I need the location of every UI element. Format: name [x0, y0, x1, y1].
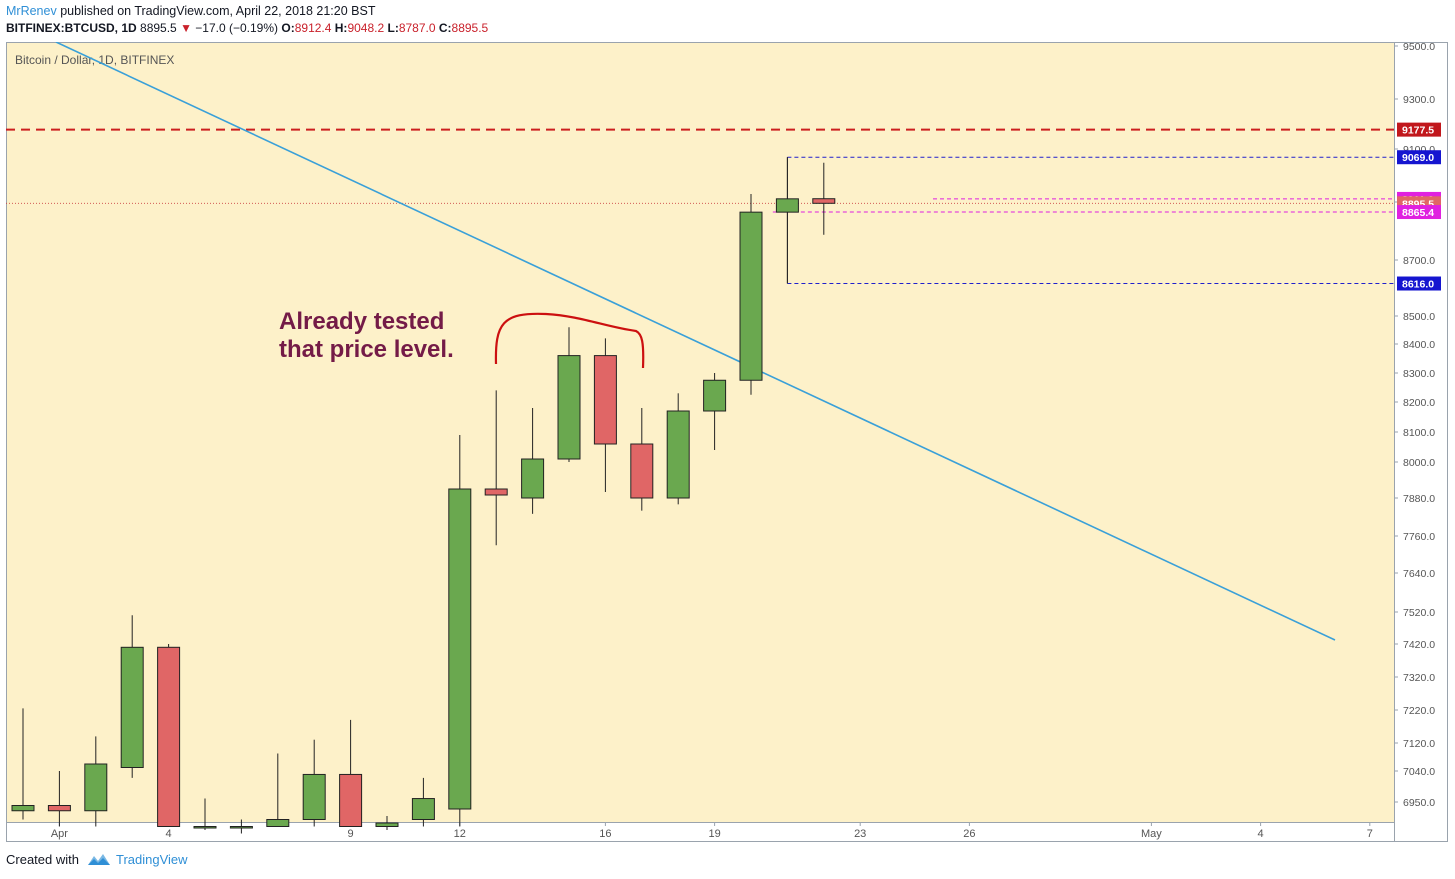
- y-tick-label: 9300.0: [1403, 94, 1435, 106]
- candle-body: [739, 211, 763, 381]
- magenta-low-price-tag-bg: [1397, 205, 1441, 220]
- candle-body: [557, 355, 581, 460]
- x-tick-label: 4: [166, 828, 172, 840]
- candle-body: [411, 798, 435, 820]
- range-low-price-tag-bg: [1397, 276, 1441, 291]
- y-tick-label: 7040.0: [1403, 766, 1435, 778]
- candle-body: [266, 819, 290, 827]
- candle-body: [302, 773, 326, 821]
- range-low-price-tag: 8616.0: [1402, 279, 1434, 291]
- price-change: −17.0 (−0.19%): [195, 21, 279, 35]
- y-tick-label: 8300.0: [1403, 368, 1435, 380]
- y-tick-label: 8200.0: [1403, 397, 1435, 409]
- published-text: published on TradingView.com, April 22, …: [60, 4, 376, 18]
- high-value: 9048.2: [347, 21, 385, 35]
- candlestick-chart[interactable]: Bitcoin / Dollar, 1D, BITFINEX9500.09300…: [6, 41, 1448, 842]
- y-tick-label: 7420.0: [1403, 639, 1435, 651]
- y-tick-label: 8700.0: [1403, 255, 1435, 267]
- time-axis-background: [6, 822, 1394, 842]
- candle-body: [630, 443, 654, 499]
- chart-header: MrRenev published on TradingView.com, Ap…: [6, 3, 1446, 37]
- close-value: 8895.5: [451, 21, 489, 35]
- symbol-label: BITFINEX:BTCUSD, 1D: [6, 21, 137, 35]
- y-tick-label: 8500.0: [1403, 311, 1435, 323]
- author-link[interactable]: MrRenev: [6, 4, 57, 18]
- candle-body: [812, 198, 836, 204]
- y-tick-label: 7520.0: [1403, 607, 1435, 619]
- y-tick-label: 7320.0: [1403, 672, 1435, 684]
- annotation-bracket: [494, 312, 645, 369]
- range-high-price-tag: 9069.0: [1402, 152, 1434, 164]
- high-label: H:: [334, 21, 348, 35]
- x-tick-label: 23: [854, 828, 866, 840]
- tradingview-brand: TradingView: [115, 852, 188, 867]
- candle-body: [375, 822, 399, 827]
- resistance-price-tag: 9177.5: [1402, 125, 1434, 137]
- candle-body: [703, 379, 727, 412]
- chart-area[interactable]: Bitcoin / Dollar, 1D, BITFINEX 9500.0 9300…: [6, 41, 1448, 847]
- y-tick-label: 7760.0: [1403, 531, 1435, 543]
- close-label: C:: [438, 21, 452, 35]
- price-axis-background: [1394, 42, 1448, 842]
- last-price: 8895.5: [140, 21, 177, 35]
- annotation-line-2: that price level.: [279, 336, 454, 363]
- down-arrow-icon: ▼: [180, 21, 192, 35]
- candle-body: [193, 826, 217, 829]
- y-tick-label: 9500.0: [1403, 42, 1435, 53]
- x-tick-label: 7: [1367, 828, 1373, 840]
- x-tick-label: Apr: [51, 828, 68, 840]
- y-tick-label: 8100.0: [1403, 427, 1435, 439]
- footer: Created with TradingView: [6, 852, 188, 867]
- tradingview-link[interactable]: TradingView: [87, 852, 188, 867]
- y-tick-label: 7120.0: [1403, 738, 1435, 750]
- y-tick-label: 7880.0: [1403, 493, 1435, 505]
- chart-border: [6, 42, 1448, 842]
- x-tick-label: 4: [1258, 828, 1264, 840]
- candle-body: [339, 773, 363, 828]
- ohlc-line: BITFINEX:BTCUSD, 1D 8895.5 ▼ −17.0 (−0.1…: [6, 20, 1446, 37]
- x-tick-label: 9: [348, 828, 354, 840]
- candle-body: [157, 646, 181, 827]
- y-tick-label: 7220.0: [1403, 705, 1435, 717]
- tradingview-logo-icon: [87, 853, 110, 865]
- candle-body: [775, 198, 799, 213]
- x-tick-label: 12: [454, 828, 466, 840]
- candle-body: [47, 805, 71, 812]
- x-tick-label: 19: [708, 828, 720, 840]
- candle-body: [120, 646, 144, 768]
- resistance-price-tag-bg: [1397, 122, 1441, 137]
- candle-body: [666, 410, 690, 499]
- magenta-low-price-tag: 8865.4: [1402, 207, 1434, 219]
- y-tick-label: 6950.0: [1403, 797, 1435, 809]
- x-tick-label: May: [1141, 828, 1162, 840]
- open-value: 8912.4: [294, 21, 332, 35]
- trendline: [55, 41, 1336, 641]
- range-high-price-tag-bg: [1397, 150, 1441, 165]
- candle-body: [11, 805, 35, 812]
- x-tick-label: 26: [963, 828, 975, 840]
- created-with-text: Created with: [6, 852, 79, 867]
- low-value: 8787.0: [398, 21, 436, 35]
- plot-background: [6, 42, 1394, 822]
- x-tick-label: 16: [599, 828, 611, 840]
- candle-body: [448, 488, 472, 810]
- publish-line: MrRenev published on TradingView.com, Ap…: [6, 3, 1446, 20]
- y-tick-label: 8000.0: [1403, 457, 1435, 469]
- candle-body: [84, 763, 108, 812]
- candle-body: [484, 488, 508, 496]
- candle-body: [521, 458, 545, 499]
- low-label: L:: [387, 21, 399, 35]
- candle-body: [229, 826, 253, 829]
- open-label: O:: [281, 21, 295, 35]
- y-tick-label: 7640.0: [1403, 568, 1435, 580]
- y-tick-label: 8400.0: [1403, 339, 1435, 351]
- candle-body: [593, 355, 617, 445]
- annotation-line-1: Already tested: [279, 308, 444, 335]
